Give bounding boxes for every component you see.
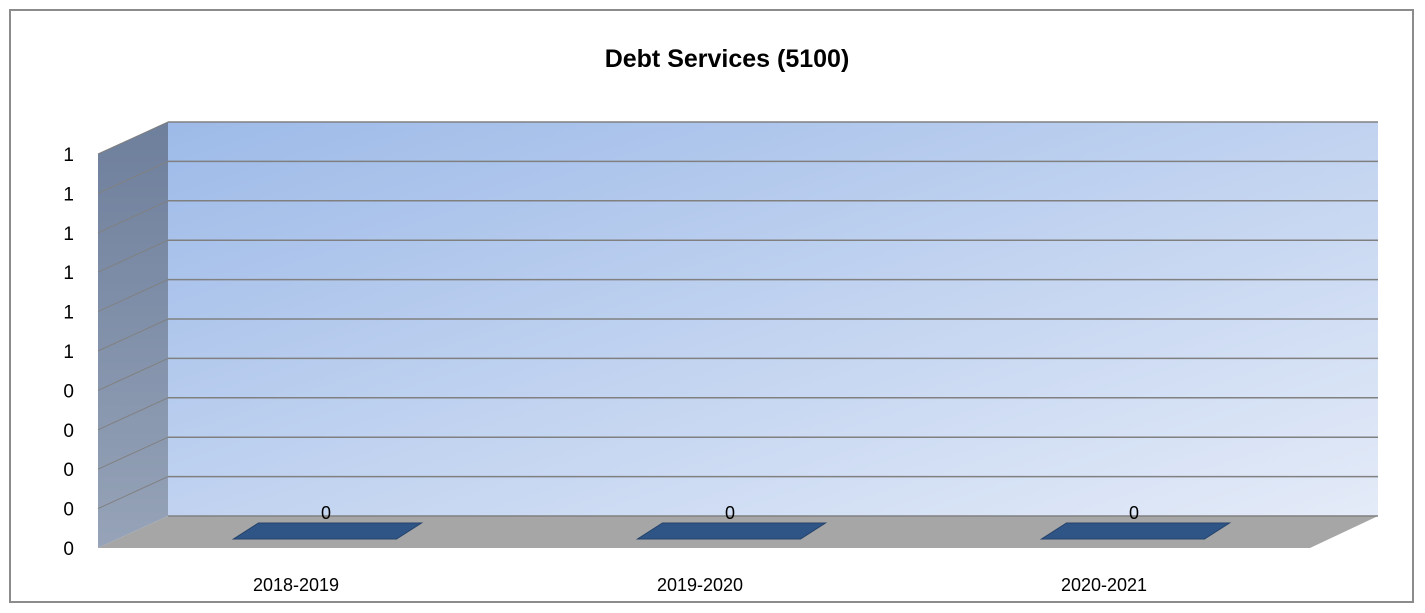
bar xyxy=(1039,522,1232,540)
plot-area: 0 0 0 0 0 1 1 1 1 1 1 0 2018-2019 0 2019-2020 0 2020-202… xyxy=(63,121,1378,595)
y-tick-label: 1 xyxy=(63,342,74,363)
y-tick-label: 0 xyxy=(63,539,74,560)
bar xyxy=(231,522,424,540)
y-tick-label: 0 xyxy=(63,460,74,481)
y-tick-label: 1 xyxy=(63,145,74,166)
side-gridline xyxy=(97,476,169,510)
x-tick-label: 2018-2019 xyxy=(253,575,339,595)
side-gridline xyxy=(97,318,169,352)
chart-frame: Debt Services (5100) 0 0 0 0 0 1 1 1 1 1 1 0 2018-20… xyxy=(9,9,1414,603)
x-tick-label: 2019-2020 xyxy=(657,575,743,595)
side-gridline xyxy=(97,357,169,391)
side-gridline xyxy=(97,200,169,234)
chart-title: Debt Services (5100) xyxy=(605,45,850,73)
y-tick-label: 1 xyxy=(63,184,74,205)
data-label: 0 xyxy=(1129,503,1139,523)
x-tick-label: 2020-2021 xyxy=(1061,575,1147,595)
y-tick-label: 1 xyxy=(63,263,74,284)
bar xyxy=(635,522,828,540)
y-tick-label: 0 xyxy=(63,381,74,402)
side-gridline xyxy=(97,160,169,194)
y-tick-label: 1 xyxy=(63,303,74,324)
side-gridline xyxy=(97,121,169,155)
side-gridline xyxy=(97,397,169,431)
data-label: 0 xyxy=(725,503,735,523)
data-label: 0 xyxy=(321,503,331,523)
y-tick-label: 1 xyxy=(63,224,74,245)
y-tick-label: 0 xyxy=(63,421,74,442)
side-gridline xyxy=(97,239,169,273)
side-gridline xyxy=(97,436,169,470)
y-tick-label: 0 xyxy=(63,500,74,521)
side-gridline xyxy=(97,279,169,313)
